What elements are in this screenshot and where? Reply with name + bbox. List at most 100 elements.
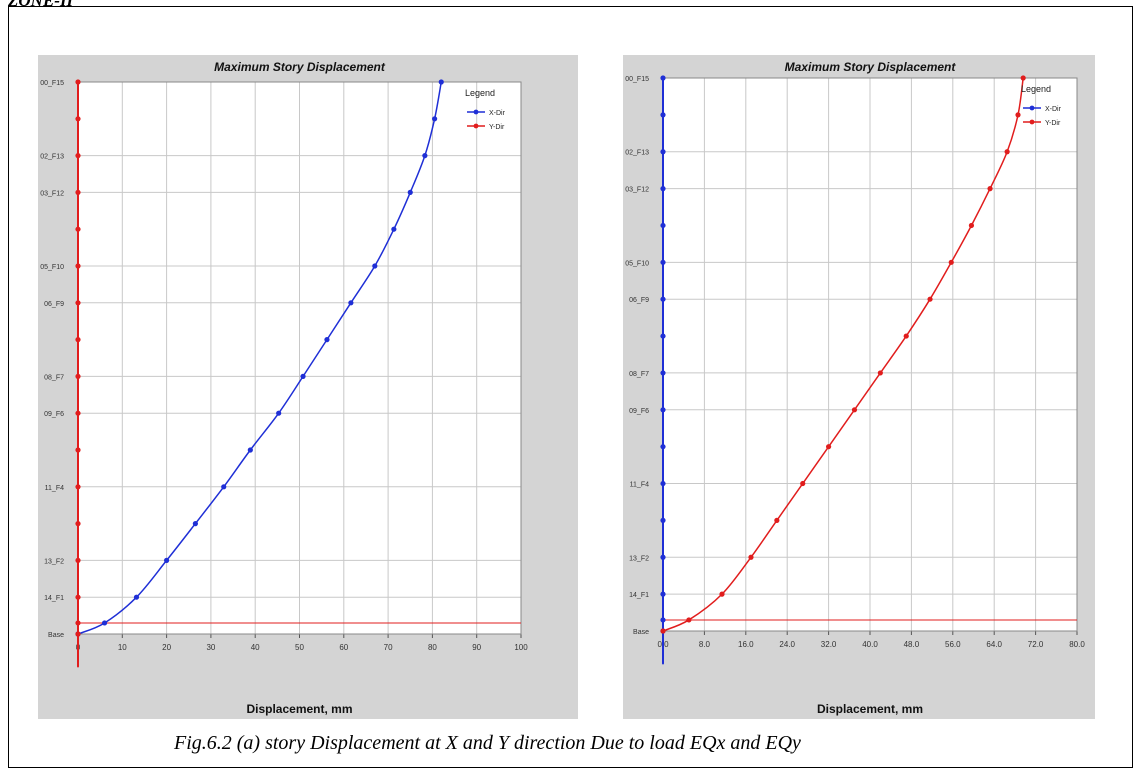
data-point-x-dir xyxy=(438,79,444,85)
x-axis-label: Displacement, mm xyxy=(817,702,923,716)
data-point-x-dir xyxy=(660,186,666,192)
legend-marker xyxy=(473,109,479,115)
legend-title: Legend xyxy=(1021,84,1051,94)
data-point-y-dir xyxy=(748,554,754,560)
data-point-x-dir xyxy=(407,189,413,195)
data-point-y-dir xyxy=(75,226,81,232)
data-point-y-dir xyxy=(75,300,81,306)
y-tick-label: Base xyxy=(633,629,649,636)
y-tick-label: 08_F7 xyxy=(44,374,64,381)
data-point-y-dir xyxy=(826,444,832,450)
data-point-y-dir xyxy=(774,517,780,523)
data-point-y-dir xyxy=(1020,75,1026,81)
data-point-x-dir xyxy=(133,594,140,600)
chart-title: Maximum Story Displacement xyxy=(214,60,386,74)
data-point-y-dir xyxy=(968,222,975,229)
data-point-x-dir xyxy=(276,410,282,416)
data-point-y-dir xyxy=(75,337,81,343)
data-point-y-dir xyxy=(75,447,81,453)
y-tick-label: 03_F12 xyxy=(625,187,649,194)
data-point-y-dir xyxy=(75,594,81,600)
data-point-y-dir xyxy=(75,410,81,416)
y-tick-label: 05_F10 xyxy=(40,264,64,271)
y-tick-label: 11_F4 xyxy=(630,482,649,489)
y-tick-label: 08_F7 xyxy=(629,371,649,378)
data-point-x-dir xyxy=(660,444,666,450)
chart-title: Maximum Story Displacement xyxy=(785,60,957,74)
x-tick-label: 8.0 xyxy=(699,640,711,649)
data-point-x-dir xyxy=(660,617,666,623)
data-point-y-dir xyxy=(75,79,81,85)
data-point-x-dir xyxy=(348,300,354,306)
y-tick-label: 11_F4 xyxy=(45,485,64,492)
y-tick-label: 05_F10 xyxy=(625,260,649,267)
data-point-y-dir xyxy=(877,370,883,376)
data-point-y-dir xyxy=(660,628,666,634)
data-point-x-dir xyxy=(660,554,666,560)
y-tick-label: 02_F13 xyxy=(40,154,64,161)
data-point-x-dir xyxy=(660,149,666,155)
data-point-x-dir xyxy=(101,620,108,626)
y-tick-label: 13_F2 xyxy=(629,555,649,562)
data-point-y-dir xyxy=(75,484,81,490)
data-point-x-dir xyxy=(660,480,666,487)
legend-label: X-Dir xyxy=(489,110,506,117)
data-point-x-dir xyxy=(192,521,198,527)
y-tick-label: 06_F9 xyxy=(629,297,649,304)
y-tick-label: 03_F12 xyxy=(40,190,64,197)
data-point-y-dir xyxy=(75,153,81,159)
data-point-y-dir xyxy=(927,296,933,302)
data-point-x-dir xyxy=(221,484,227,490)
data-point-y-dir xyxy=(75,373,81,379)
x-tick-label: 40 xyxy=(251,643,260,652)
y-tick-label: Base xyxy=(48,632,64,639)
x-tick-label: 40.0 xyxy=(862,640,878,649)
x-tick-label: 32.0 xyxy=(821,640,837,649)
y-tick-label: 06_F9 xyxy=(44,301,64,308)
data-point-y-dir xyxy=(75,631,81,637)
figure-frame xyxy=(8,6,1133,768)
x-tick-label: 70 xyxy=(384,643,393,652)
data-point-y-dir xyxy=(75,620,81,626)
figure-caption: Fig.6.2 (a) story Displacement at X and … xyxy=(174,732,801,754)
x-axis-label: Displacement, mm xyxy=(246,702,352,716)
legend-label: Y-Dir xyxy=(489,124,505,131)
data-point-x-dir xyxy=(324,337,330,343)
data-point-x-dir xyxy=(660,591,666,597)
x-tick-label: 24.0 xyxy=(779,640,795,649)
legend-label: Y-Dir xyxy=(1045,120,1061,127)
legend-title: Legend xyxy=(465,88,495,98)
x-tick-label: 64.0 xyxy=(986,640,1002,649)
x-tick-label: 10 xyxy=(118,643,127,652)
data-point-y-dir xyxy=(686,617,692,623)
data-point-x-dir xyxy=(660,259,666,265)
data-point-x-dir xyxy=(300,373,306,379)
y-tick-label: 02_F13 xyxy=(625,150,649,157)
x-tick-label: 50 xyxy=(295,643,304,652)
x-tick-label: 56.0 xyxy=(945,640,961,649)
legend-marker xyxy=(1029,105,1035,111)
x-tick-label: 60 xyxy=(339,643,348,652)
x-tick-label: 48.0 xyxy=(904,640,920,649)
x-tick-label: 80.0 xyxy=(1069,640,1085,649)
data-point-y-dir xyxy=(75,521,81,527)
zone-title: ZONE-II xyxy=(8,0,74,10)
data-point-y-dir xyxy=(1015,112,1021,118)
y-tick-label: 14_F1 xyxy=(44,595,64,602)
x-tick-label: 20 xyxy=(162,643,171,652)
data-point-y-dir xyxy=(1004,149,1010,155)
y-tick-label: 09_F6 xyxy=(629,408,649,415)
legend-label: X-Dir xyxy=(1045,106,1062,113)
data-point-y-dir xyxy=(75,189,81,195)
data-point-x-dir xyxy=(660,517,666,523)
data-point-x-dir xyxy=(660,222,666,229)
data-point-y-dir xyxy=(800,480,806,487)
y-tick-label: 14_F1 xyxy=(629,592,649,599)
y-tick-label: 09_F6 xyxy=(44,411,64,418)
data-point-y-dir xyxy=(851,407,858,413)
data-point-y-dir xyxy=(75,263,81,269)
data-point-y-dir xyxy=(75,557,81,563)
x-tick-label: 100 xyxy=(514,643,528,652)
